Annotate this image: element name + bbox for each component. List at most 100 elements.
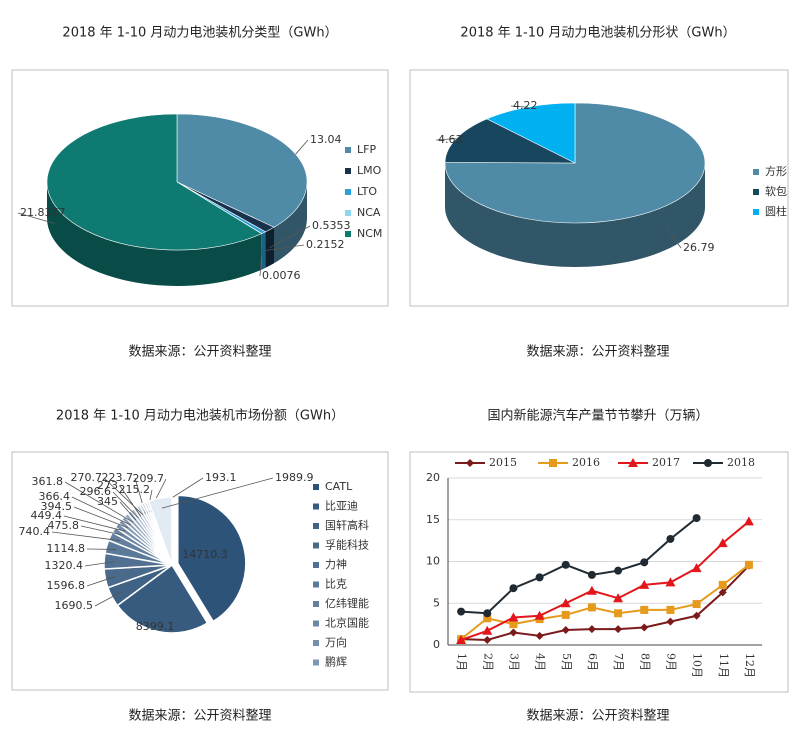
- marker: [456, 634, 467, 644]
- leader-line: [161, 477, 274, 509]
- marker: [457, 607, 466, 616]
- y-tick-label: 0: [433, 638, 440, 651]
- pie-side: [274, 182, 307, 264]
- x-tick-label: 4月: [534, 653, 547, 671]
- legend-label: 国轩高科: [325, 518, 369, 532]
- legend-label: 鹏辉: [325, 656, 347, 669]
- pie-side: [46, 182, 262, 286]
- series-line: [460, 520, 750, 641]
- y-tick-label: 5: [433, 596, 440, 609]
- data-label: 209.7: [133, 472, 165, 485]
- leader-line: [73, 506, 128, 529]
- data-label: 449.4: [31, 509, 63, 522]
- marker: [704, 459, 712, 467]
- leader-line: [17, 212, 56, 224]
- x-tick-label: 8月: [638, 653, 651, 671]
- leader-line: [63, 515, 126, 532]
- x-tick-label: 3月: [507, 653, 520, 671]
- leader-line: [510, 105, 528, 108]
- pie-slice: [116, 563, 209, 634]
- legend-label: LTO: [357, 185, 377, 198]
- leader-line: [263, 244, 305, 252]
- data-label: 21.8377: [20, 206, 66, 219]
- y-tick-label: 15: [426, 513, 440, 526]
- data-label: 0.0076: [262, 269, 301, 282]
- marker: [718, 580, 727, 589]
- legend-swatch: [313, 620, 319, 627]
- legend-swatch: [313, 601, 319, 607]
- marker: [509, 628, 518, 637]
- legend-label: LFP: [357, 143, 376, 156]
- marker: [509, 584, 518, 593]
- legend-label: CATL: [325, 480, 353, 493]
- legend-label: 2018: [727, 456, 755, 469]
- legend-label: 2016: [572, 456, 600, 469]
- legend-label: 比克: [325, 578, 347, 591]
- legend-label: 力神: [325, 557, 347, 571]
- legend-label: 圆柱: [765, 204, 787, 218]
- marker: [628, 458, 638, 467]
- pie-slice: [147, 496, 173, 566]
- leader-line: [64, 481, 134, 523]
- legend-label: 方形: [765, 164, 787, 178]
- marker: [614, 625, 623, 634]
- source: 数据来源：公开资料整理: [526, 709, 669, 724]
- legend-swatch: [313, 542, 319, 549]
- data-label: 223.7: [102, 471, 134, 484]
- marker: [561, 560, 570, 569]
- chart-title: 2018 年 1-10 月动力电池装机市场份额（GWh）: [56, 408, 344, 424]
- marker: [743, 516, 754, 526]
- data-label: 270.7: [71, 471, 103, 484]
- marker: [587, 625, 596, 634]
- data-label: 1596.8: [47, 579, 86, 592]
- x-tick-label: 5月: [560, 653, 573, 671]
- leader-line: [119, 485, 142, 517]
- legend-swatch: [313, 659, 319, 666]
- chart-frame: [409, 451, 789, 693]
- data-label: 26.79: [683, 241, 715, 254]
- data-label: 394.5: [41, 500, 73, 513]
- legend-swatch: [313, 562, 319, 568]
- marker: [692, 600, 701, 609]
- marker: [639, 579, 650, 589]
- marker: [718, 588, 727, 597]
- marker: [692, 514, 701, 523]
- chart-title: 2018 年 1-10 月动力电池装机分类型（GWh）: [62, 26, 337, 41]
- legend-label: 孚能科技: [325, 538, 369, 552]
- series-line: [460, 564, 750, 640]
- legend-swatch: [313, 640, 319, 646]
- marker: [483, 614, 492, 623]
- marker: [692, 611, 701, 620]
- marker: [744, 560, 753, 569]
- legend-label: LMO: [357, 164, 382, 177]
- x-tick-label: 10月: [691, 653, 704, 678]
- data-label: 740.4: [19, 525, 51, 538]
- data-label: 4.63: [438, 133, 463, 146]
- data-label: 1114.8: [47, 542, 86, 555]
- legend-swatch: [313, 503, 319, 510]
- data-label: 345: [97, 495, 118, 508]
- x-tick-label: 7月: [612, 653, 625, 671]
- x-tick-label: 11月: [717, 653, 730, 678]
- marker: [587, 570, 596, 579]
- leader-line: [259, 251, 263, 277]
- data-label: 14710.3: [182, 548, 228, 561]
- marker: [614, 609, 623, 618]
- marker: [614, 566, 623, 575]
- leader-line: [269, 225, 311, 248]
- source: 数据来源：公开资料整理: [128, 709, 271, 724]
- data-label: 366.4: [39, 490, 71, 503]
- marker: [666, 534, 675, 543]
- leader-line: [94, 591, 122, 607]
- leader-line: [435, 138, 457, 141]
- leader-line: [119, 501, 137, 521]
- marker: [509, 620, 518, 629]
- data-label: 215.2: [119, 483, 151, 496]
- legend-swatch: [345, 168, 351, 174]
- marker: [561, 625, 570, 634]
- legend-swatch: [345, 147, 351, 153]
- leader-line: [103, 477, 144, 516]
- marker: [561, 610, 570, 619]
- pie-slice: [486, 102, 576, 164]
